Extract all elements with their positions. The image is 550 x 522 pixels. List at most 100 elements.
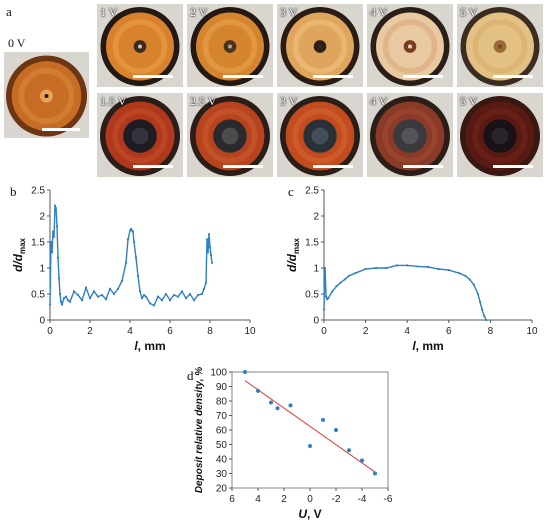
data-point [72,290,76,293]
data-point [180,290,184,293]
y-tick-label: 1.5 [305,238,319,249]
x-tick-label: 10 [244,326,256,337]
x-tick-label: 0 [307,494,313,505]
x-tick-label: 0 [321,326,327,337]
data-point [416,265,419,268]
photo-image [6,55,87,137]
y-tick-label: 80 [216,397,228,408]
data-point [373,471,377,476]
data-point [334,428,338,432]
y-tick-label: 0 [313,316,319,327]
data-point [132,240,136,244]
data-point [184,297,188,300]
data-point [275,406,280,411]
photo-image [370,96,450,176]
x-axis-label: l, mm [412,339,443,353]
scale-bar [133,165,173,168]
photo-image [460,96,540,176]
data-point [209,253,213,257]
data-point [478,300,482,303]
data-point [59,300,63,303]
photo-image [370,7,450,86]
scale-bar [133,75,173,78]
photo-voltage-label: 5 V [460,94,478,108]
panel-letter-d: d [187,368,194,383]
y-tick-label: 90 [216,382,228,393]
data-point [204,281,208,284]
data-point [140,297,144,300]
data-point [374,266,378,270]
disc-dot [138,44,142,49]
scale-bar [223,75,263,78]
y-tick-label: 60 [216,426,228,437]
photo-image [280,7,360,86]
scale-bar [403,165,443,168]
x-axis-label: U, V [298,507,321,521]
photo-image [190,7,270,86]
data-point [288,403,293,408]
y-axis-label: Deposit relative density, % [194,367,205,493]
photo-voltage-label: 5 V [460,5,478,19]
photo-image [100,96,180,176]
data-point [124,261,128,264]
chart-b: 0 2 4 6 8 10 0 0.5 1 1.5 2 2.5 l, mm d/dmax [11,186,256,354]
y-axis-label: d/dmax [285,237,301,272]
disc-dot [131,127,149,145]
photo-tile-1-1: 2 V [187,4,273,87]
y-tick-label: 2.5 [31,186,45,197]
data-point [192,299,196,302]
data-point [142,293,146,297]
data-point [324,295,328,298]
data-point [406,264,409,267]
data-point [66,299,70,302]
data-point [58,292,62,296]
x-tick-label: 6 [229,494,235,505]
data-point [80,299,84,302]
disc-ring [112,19,168,74]
x-tick-label: 6 [167,326,173,337]
y-tick-label: 0 [39,316,45,327]
data-point [207,233,211,236]
y-tick-label: 50 [216,440,228,451]
disc-dot [408,44,412,49]
scale-bar [403,75,443,78]
y-tick-label: 1 [39,264,45,275]
data-point [100,293,104,297]
scale-bar [313,75,353,78]
y-axis-label: d/dmax [11,237,27,272]
data-point [128,229,132,232]
data-point [168,299,172,302]
data-point [148,302,152,305]
data-point [48,303,52,306]
data-point [84,286,88,289]
photo-voltage-label: 3 V [280,94,298,108]
data-point [120,279,124,283]
plot-frame [231,371,389,489]
data-point [96,295,100,298]
x-tick-label: 0 [47,326,53,337]
disc-dot [491,127,509,145]
disc-ring [292,108,348,164]
y-tick-label: 40 [216,455,228,466]
photo-image [280,96,360,176]
data-point [447,268,450,272]
scale-bar [493,165,533,168]
y-tick-label: 1.5 [31,238,45,249]
photo-tile-2-1: 2.5 V [187,93,273,177]
photo-tile-1-4: 5 V [457,4,543,87]
data-point [112,292,116,296]
data-point [131,230,135,233]
data-point [144,295,148,298]
x-tick-label: 6 [446,326,452,337]
data-point [322,308,326,311]
data-point [51,230,55,233]
data-point [138,290,142,293]
data-point [64,295,68,298]
photo-tile-1-0: 1 V [97,4,183,87]
data-point [104,298,108,301]
y-tick-label: 0.5 [31,290,45,301]
data-point [200,292,204,296]
x-tick-label: 2 [87,326,93,337]
disc-dot [221,127,239,145]
data-point [126,238,130,241]
